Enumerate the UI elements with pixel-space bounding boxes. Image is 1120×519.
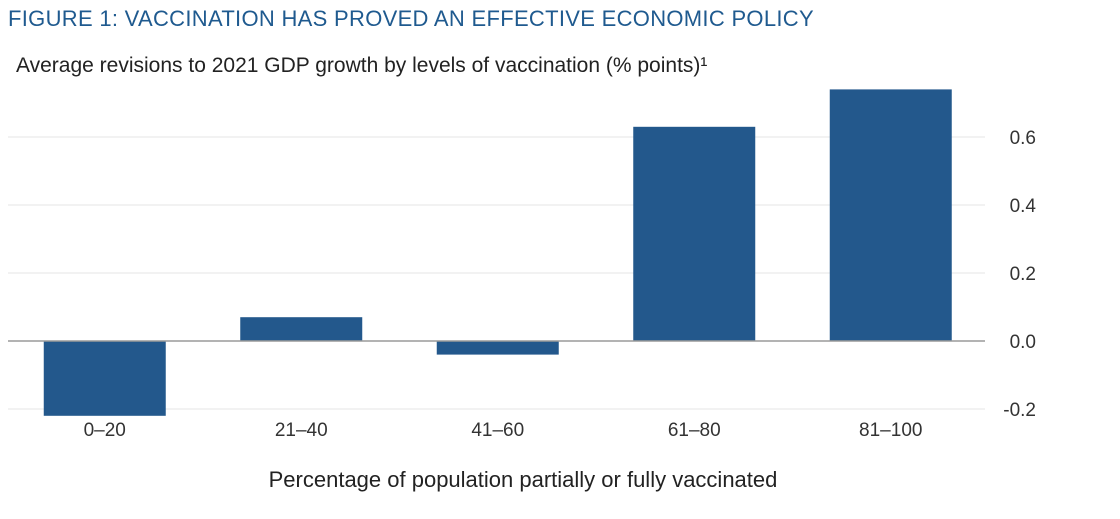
x-category-label: 21–40 [275,420,328,441]
x-category-label: 0–20 [84,420,126,441]
bar [436,341,559,355]
y-axis-ticks: 0.6 0.4 0.2 0.0 -0.2 [1003,128,1036,421]
bar [829,89,952,342]
gridlines [8,136,985,410]
bars [43,89,952,416]
x-axis-title: Percentage of population partially or fu… [269,467,778,492]
bar [633,126,756,341]
y-tick-label: 0.6 [1010,128,1036,149]
y-tick-label: 0.2 [1010,264,1036,285]
bar [240,317,363,341]
x-category-label: 61–80 [668,420,721,441]
bar [43,341,166,416]
y-tick-label: -0.2 [1003,400,1036,421]
chart-subtitle: Average revisions to 2021 GDP growth by … [16,54,708,77]
x-category-label: 41–60 [471,420,524,441]
x-category-label: 81–100 [859,420,922,441]
y-tick-label: 0.4 [1010,196,1037,217]
x-axis-categories: 0–20 21–40 41–60 61–80 81–100 [84,420,923,441]
footnote [22,508,582,514]
y-tick-label: 0.0 [1010,332,1036,353]
figure-title: FIGURE 1: VACCINATION HAS PROVED AN EFFE… [8,6,814,31]
